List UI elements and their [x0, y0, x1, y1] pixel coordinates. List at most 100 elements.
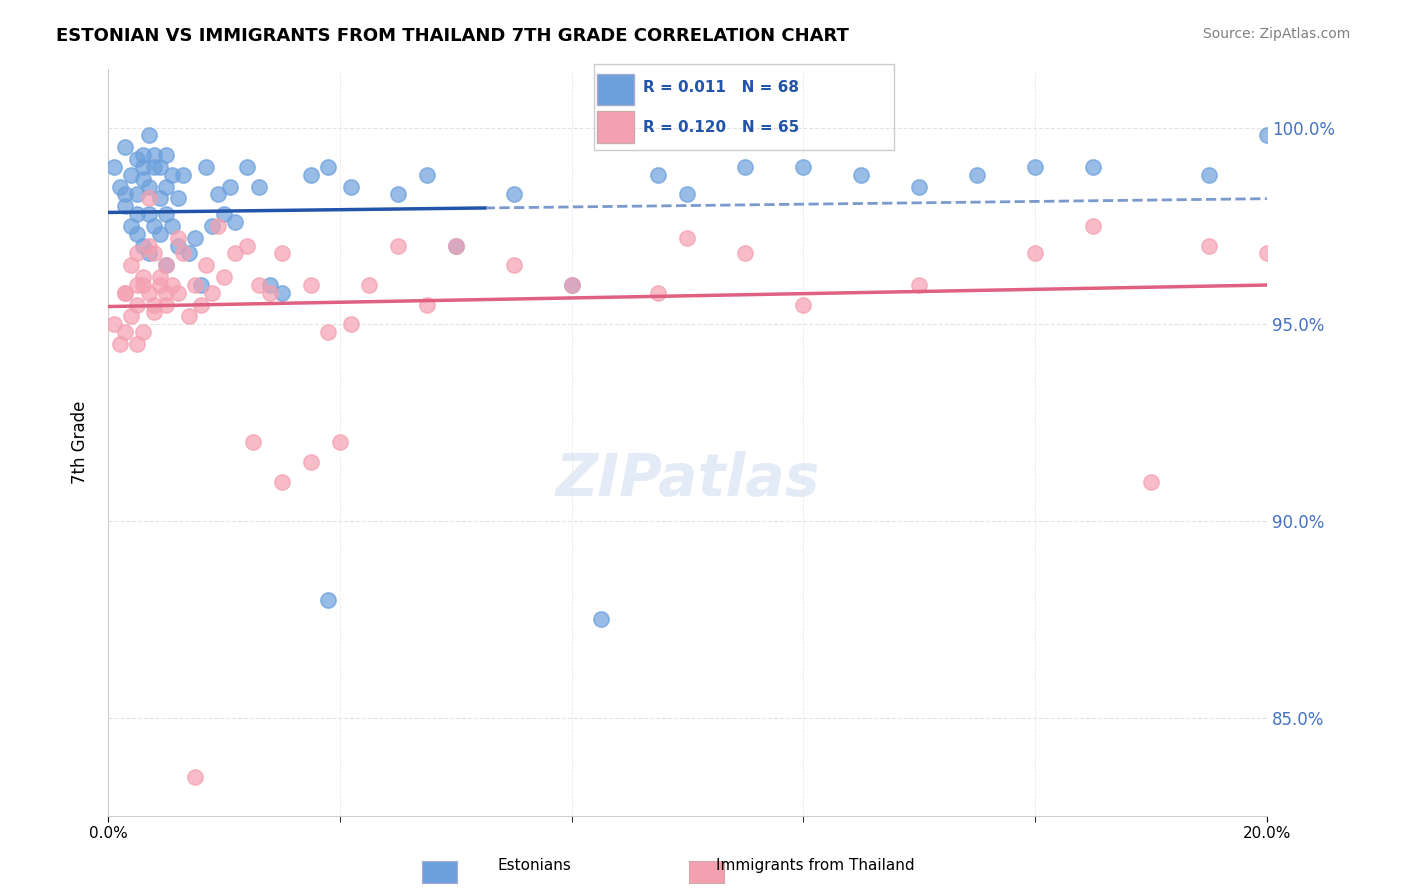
Point: [218, 179, 240, 194]
Point: [329, 435, 352, 450]
Point: [143, 148, 166, 162]
Point: [224, 215, 246, 229]
Point: [1140, 475, 1163, 489]
Point: [155, 207, 177, 221]
Point: [340, 317, 363, 331]
Point: [184, 277, 207, 292]
Point: [114, 285, 136, 300]
Point: [502, 258, 524, 272]
Point: [155, 297, 177, 311]
Point: [125, 297, 148, 311]
Point: [387, 238, 409, 252]
Point: [207, 219, 229, 233]
Point: [1081, 160, 1104, 174]
Point: [357, 277, 380, 292]
Point: [125, 227, 148, 241]
Point: [676, 230, 699, 244]
Point: [242, 435, 264, 450]
Point: [502, 187, 524, 202]
Point: [415, 168, 437, 182]
Point: [734, 160, 756, 174]
Text: ESTONIAN VS IMMIGRANTS FROM THAILAND 7TH GRADE CORRELATION CHART: ESTONIAN VS IMMIGRANTS FROM THAILAND 7TH…: [56, 27, 849, 45]
Point: [1198, 168, 1220, 182]
Point: [125, 207, 148, 221]
Point: [125, 187, 148, 202]
Point: [195, 258, 218, 272]
Point: [155, 258, 177, 272]
Point: [103, 317, 125, 331]
Point: [247, 179, 270, 194]
Point: [166, 191, 188, 205]
Point: [270, 285, 292, 300]
Text: Immigrants from Thailand: Immigrants from Thailand: [716, 858, 915, 872]
Point: [184, 770, 207, 784]
Point: [340, 179, 363, 194]
Point: [190, 297, 212, 311]
Point: [316, 160, 339, 174]
Point: [125, 152, 148, 166]
Point: [155, 258, 177, 272]
Point: [138, 207, 160, 221]
Point: [166, 285, 188, 300]
Point: [201, 219, 224, 233]
Point: [132, 270, 155, 285]
Text: ZIPatlas: ZIPatlas: [555, 451, 820, 508]
Point: [132, 160, 155, 174]
Point: [212, 207, 235, 221]
Point: [270, 246, 292, 260]
Point: [160, 277, 183, 292]
Point: [299, 168, 322, 182]
Point: [647, 168, 669, 182]
Point: [195, 160, 218, 174]
Point: [589, 612, 612, 626]
Point: [1024, 160, 1046, 174]
Point: [1256, 246, 1278, 260]
Point: [114, 325, 136, 339]
Point: [155, 148, 177, 162]
Y-axis label: 7th Grade: 7th Grade: [72, 401, 89, 483]
Point: [143, 219, 166, 233]
Point: [1198, 238, 1220, 252]
Point: [908, 277, 931, 292]
Point: [120, 310, 142, 324]
Point: [299, 455, 322, 469]
Point: [149, 270, 172, 285]
Point: [415, 297, 437, 311]
FancyBboxPatch shape: [596, 112, 634, 143]
Point: [132, 171, 155, 186]
Point: [908, 179, 931, 194]
Point: [149, 227, 172, 241]
Point: [103, 160, 125, 174]
Point: [114, 199, 136, 213]
Point: [114, 285, 136, 300]
Point: [143, 246, 166, 260]
Point: [387, 187, 409, 202]
Point: [236, 160, 259, 174]
Point: [172, 246, 194, 260]
Point: [172, 168, 194, 182]
Point: [212, 270, 235, 285]
Point: [792, 160, 814, 174]
Point: [647, 285, 669, 300]
Point: [179, 246, 201, 260]
Point: [259, 285, 281, 300]
Point: [561, 277, 583, 292]
Point: [160, 168, 183, 182]
Point: [138, 179, 160, 194]
Point: [851, 168, 873, 182]
Point: [247, 277, 270, 292]
Point: [236, 238, 259, 252]
Point: [132, 148, 155, 162]
Point: [132, 277, 155, 292]
Point: [792, 297, 814, 311]
Point: [138, 191, 160, 205]
Point: [120, 258, 142, 272]
Point: [259, 277, 281, 292]
Point: [201, 285, 224, 300]
Point: [299, 277, 322, 292]
Text: Estonians: Estonians: [498, 858, 571, 872]
Point: [1024, 246, 1046, 260]
Point: [444, 238, 467, 252]
FancyBboxPatch shape: [596, 74, 634, 105]
Point: [179, 310, 201, 324]
